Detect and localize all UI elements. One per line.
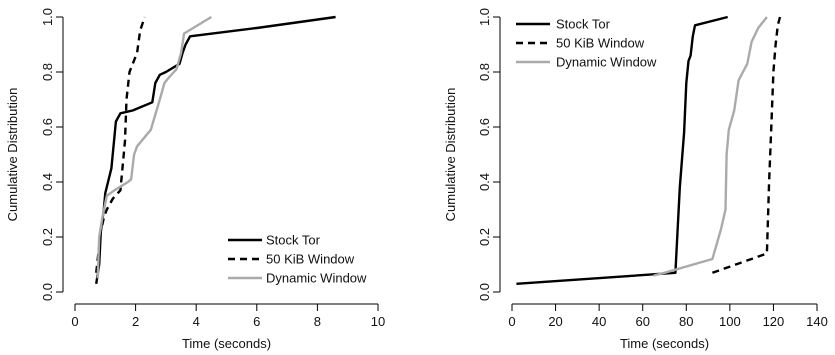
legend: Stock Tor 50 KiB Window Dynamic Window	[516, 17, 657, 70]
x-tick-label: 40	[592, 314, 606, 329]
y-tick-label: 0.8	[477, 63, 492, 81]
y-tick-label: 1.0	[477, 8, 492, 26]
y-tick-label: 0.4	[40, 173, 55, 191]
legend-label: 50 KiB Window	[556, 36, 645, 51]
x-axis-label: Time (seconds)	[182, 336, 271, 351]
series-line-50-kib-window	[711, 16, 782, 274]
x-tick-label: 60	[635, 314, 649, 329]
x-tick-label: 8	[314, 314, 321, 329]
series-line-stock-tor	[516, 15, 728, 285]
right-cdf-panel: 0 20 40 60 80 100 120 140 Time (seconds) 0.0 0.2 0.…	[443, 8, 828, 351]
x-tick-label: 100	[719, 314, 741, 329]
series-line-dynamic-window	[653, 16, 768, 277]
y-tick-label: 0.6	[477, 118, 492, 136]
y-tick-label: 0.2	[477, 228, 492, 246]
x-tick-label: 20	[548, 314, 562, 329]
legend-label: Stock Tor	[556, 17, 611, 32]
x-tick-label: 0	[71, 314, 78, 329]
legend-label: Dynamic Window	[266, 271, 367, 286]
x-tick-label: 120	[763, 314, 785, 329]
x-axis-label: Time (seconds)	[620, 336, 709, 351]
y-axis-label: Cumulative Distribution	[5, 88, 20, 222]
y-tick-label: 0.4	[477, 173, 492, 191]
legend-label: 50 KiB Window	[266, 252, 355, 267]
x-tick-label: 10	[371, 314, 385, 329]
x-tick-label: 0	[508, 314, 515, 329]
x-tick-label: 4	[193, 314, 200, 329]
y-tick-label: 0.0	[477, 283, 492, 301]
series-line-dynamic-window	[96, 15, 212, 279]
y-tick-label: 0.6	[40, 118, 55, 136]
x-tick-label: 2	[132, 314, 139, 329]
legend: Stock Tor 50 KiB Window Dynamic Window	[228, 233, 367, 286]
legend-label: Stock Tor	[266, 233, 321, 248]
y-tick-label: 0.8	[40, 63, 55, 81]
x-tick-label: 6	[253, 314, 260, 329]
y-axis-label: Cumulative Distribution	[443, 88, 458, 222]
y-tick-label: 0.2	[40, 228, 55, 246]
series-line-50-kib-window	[95, 16, 146, 273]
legend-label: Dynamic Window	[556, 55, 657, 70]
left-cdf-panel: 0 2 4 6 8 10 Time (seconds) 0.0 0.2 0.4 0.6 0.8 1.0 C…	[5, 8, 385, 351]
x-tick-label: 140	[806, 314, 828, 329]
x-tick-label: 80	[679, 314, 693, 329]
y-tick-label: 1.0	[40, 8, 55, 26]
y-tick-label: 0.0	[40, 283, 55, 301]
